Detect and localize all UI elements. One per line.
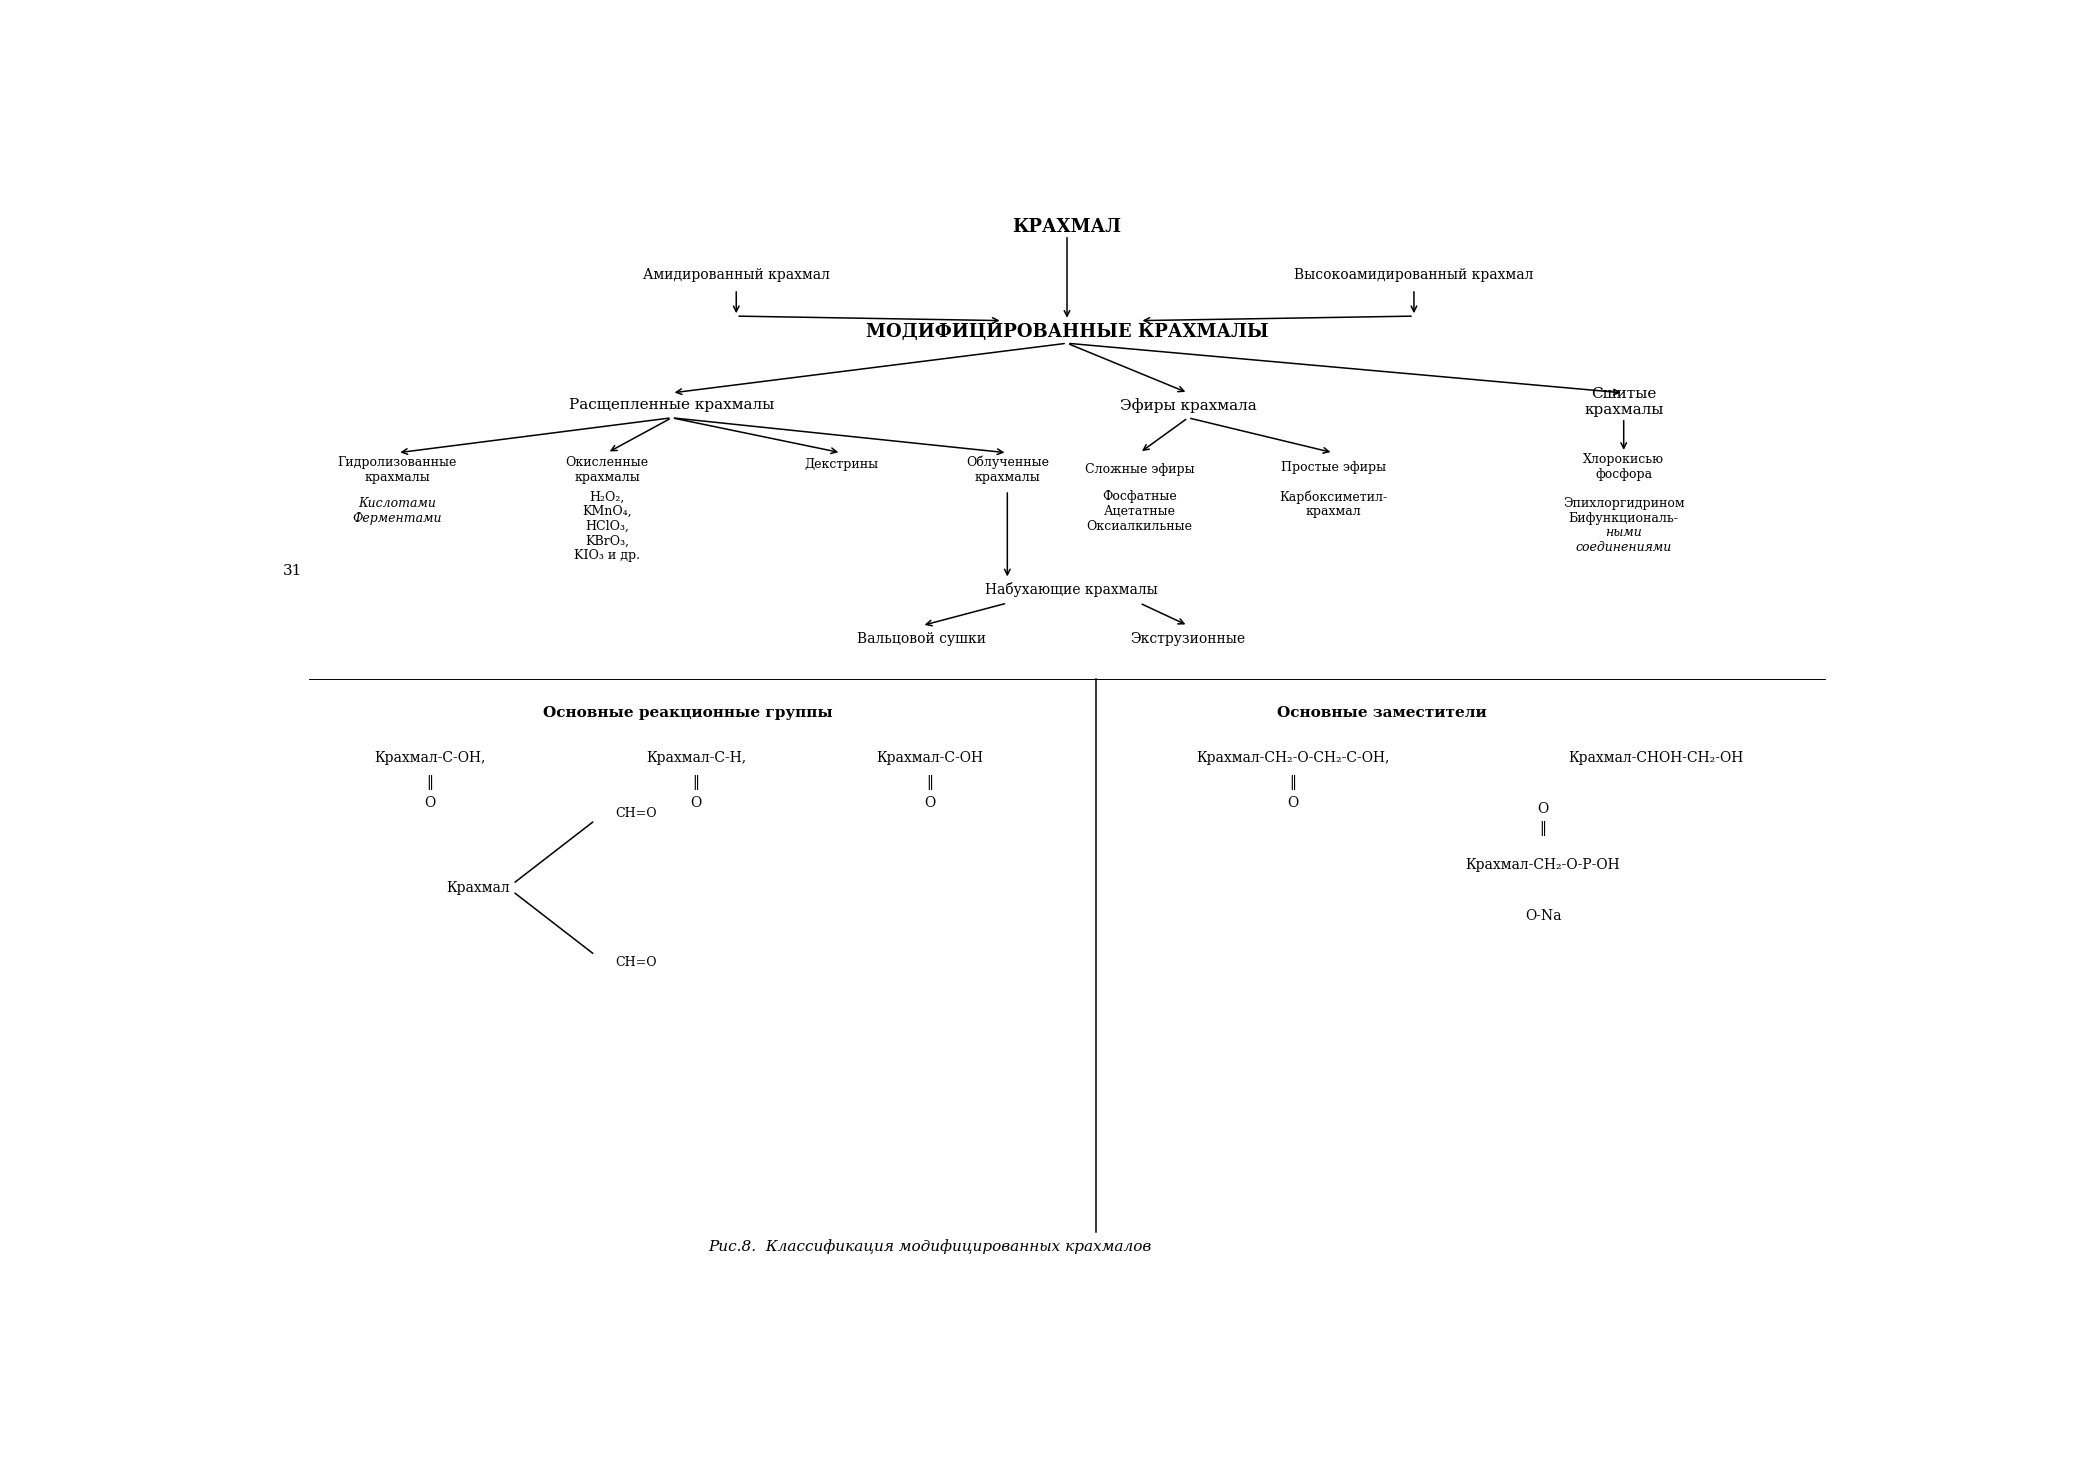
Text: Оксиалкильные: Оксиалкильные: [1087, 519, 1193, 533]
Text: Крахмал-С-Н,: Крахмал-С-Н,: [645, 751, 745, 764]
Text: CH=O: CH=O: [616, 955, 658, 968]
Text: Гидролизованные
крахмалы: Гидролизованные крахмалы: [337, 456, 458, 484]
Text: Крахмал-С-ОН,: Крахмал-С-ОН,: [375, 751, 485, 764]
Text: О-Na: О-Na: [1524, 910, 1562, 923]
Text: Крахмал: Крахмал: [448, 880, 510, 895]
Text: ‖: ‖: [926, 775, 933, 791]
Text: Основные заместители: Основные заместители: [1276, 706, 1487, 720]
Text: Крахмал-С-ОН: Крахмал-С-ОН: [877, 751, 983, 764]
Text: Расщепленные крахмалы: Расщепленные крахмалы: [568, 399, 775, 412]
Text: Высокоамидированный крахмал: Высокоамидированный крахмал: [1295, 268, 1534, 283]
Text: Простые эфиры: Простые эфиры: [1280, 461, 1387, 474]
Text: Крахмал-СН₂-О-СН₂-С-ОН,: Крахмал-СН₂-О-СН₂-С-ОН,: [1197, 751, 1389, 764]
Text: О: О: [691, 797, 702, 810]
Text: О: О: [1537, 801, 1549, 816]
Text: KIO₃ и др.: KIO₃ и др.: [575, 549, 639, 562]
Text: Эфиры крахмала: Эфиры крахмала: [1120, 398, 1255, 412]
Text: Кислотами: Кислотами: [358, 497, 437, 511]
Text: ными: ными: [1605, 527, 1643, 540]
Text: KBrO₃,: KBrO₃,: [585, 534, 629, 547]
Text: ‖: ‖: [1539, 822, 1547, 836]
Text: ‖: ‖: [693, 775, 700, 791]
Text: О: О: [1287, 797, 1299, 810]
Text: ‖: ‖: [1289, 775, 1297, 791]
Text: МОДИФИЦИРОВАННЫЕ КРАХМАЛЫ: МОДИФИЦИРОВАННЫЕ КРАХМАЛЫ: [866, 323, 1268, 340]
Text: крахмал: крахмал: [1305, 505, 1362, 518]
Text: Окисленные
крахмалы: Окисленные крахмалы: [566, 456, 650, 484]
Text: Фосфатные: Фосфатные: [1101, 490, 1176, 503]
Text: Набухающие крахмалы: Набухающие крахмалы: [985, 582, 1158, 597]
Text: КРАХМАЛ: КРАХМАЛ: [1012, 219, 1122, 236]
Text: Декстрины: Декстрины: [804, 458, 879, 471]
Text: Крахмал-СНОН-СН₂-ОН: Крахмал-СНОН-СН₂-ОН: [1568, 751, 1743, 764]
Text: Эпихлоргидрином: Эпихлоргидрином: [1564, 497, 1684, 511]
Text: Экструзионные: Экструзионные: [1131, 632, 1245, 645]
Text: ‖: ‖: [427, 775, 433, 791]
Text: Сложные эфиры: Сложные эфиры: [1085, 464, 1195, 477]
Text: Ацетатные: Ацетатные: [1103, 505, 1176, 518]
Text: Крахмал-СН₂-О-Р-ОН: Крахмал-СН₂-О-Р-ОН: [1466, 858, 1620, 871]
Text: Основные реакционные группы: Основные реакционные группы: [543, 706, 833, 720]
Text: Вальцовой сушки: Вальцовой сушки: [858, 632, 987, 645]
Text: Рис.8.  Классификация модифицированных крахмалов: Рис.8. Классификация модифицированных кр…: [708, 1240, 1151, 1254]
Text: соединениями: соединениями: [1576, 541, 1672, 555]
Text: О: О: [924, 797, 935, 810]
Text: Карбоксиметил-: Карбоксиметил-: [1278, 490, 1387, 503]
Text: HClO₃,: HClO₃,: [585, 519, 629, 533]
Text: H₂O₂,: H₂O₂,: [589, 490, 625, 503]
Text: 31: 31: [283, 565, 302, 578]
Text: Амидированный крахмал: Амидированный крахмал: [643, 268, 831, 283]
Text: Ферментами: Ферментами: [352, 512, 441, 525]
Text: KMnO₄,: KMnO₄,: [583, 505, 633, 518]
Text: Хлорокисью
фосфора: Хлорокисью фосфора: [1582, 453, 1664, 481]
Text: CH=O: CH=O: [616, 807, 658, 820]
Text: Бифункциональ-: Бифункциональ-: [1568, 512, 1678, 525]
Text: Сшитые
крахмалы: Сшитые крахмалы: [1584, 387, 1664, 417]
Text: О: О: [425, 797, 435, 810]
Text: Облученные
крахмалы: Облученные крахмалы: [966, 455, 1049, 484]
